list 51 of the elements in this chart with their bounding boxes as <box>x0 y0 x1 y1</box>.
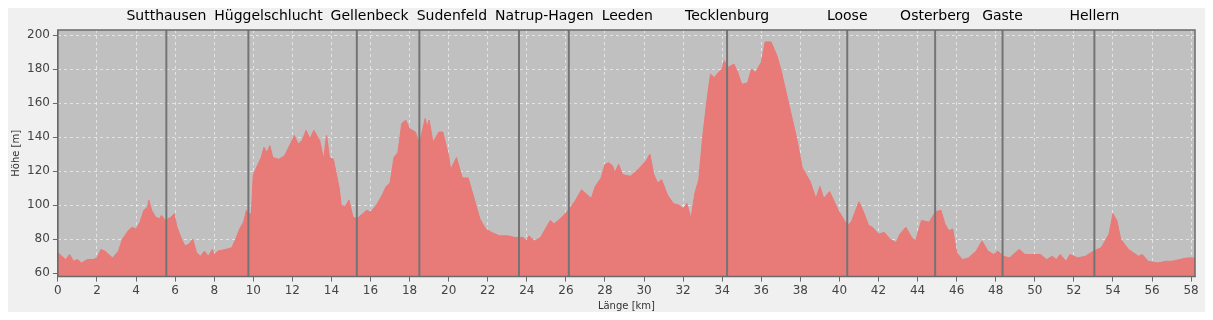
ref-line-label: Osterberg <box>900 6 971 23</box>
x-tick-label: 20 <box>441 282 457 297</box>
x-tick-label: 2 <box>93 282 101 297</box>
x-tick-label: 4 <box>132 282 140 297</box>
x-tick-label: 26 <box>558 282 574 297</box>
y-tick-label: 160 <box>27 95 50 110</box>
x-tick-label: 28 <box>597 282 613 297</box>
ref-line-label: Gellenbeck <box>330 6 410 23</box>
ref-line-label: Gaste <box>982 6 1023 23</box>
y-tick-label: 120 <box>27 163 50 178</box>
x-tick-label: 34 <box>714 282 730 297</box>
x-tick-label: 18 <box>401 282 418 297</box>
x-tick-label: 24 <box>519 282 535 297</box>
y-tick-label: 200 <box>27 27 50 42</box>
x-tick-label: 6 <box>171 282 179 297</box>
x-tick-label: 30 <box>636 282 652 297</box>
y-tick-label: 60 <box>34 265 50 280</box>
y-axis-title: Höhe [m] <box>9 129 21 177</box>
ref-line-label: Hüggelschlucht <box>214 6 324 23</box>
x-tick-label: 46 <box>949 282 965 297</box>
y-tick-label: 80 <box>34 231 50 246</box>
x-tick-label: 42 <box>870 282 887 297</box>
ref-line-label: Hellern <box>1069 6 1120 23</box>
x-tick-label: 16 <box>362 282 379 297</box>
x-tick-label: 44 <box>909 282 926 297</box>
x-tick-label: 22 <box>480 282 496 297</box>
ref-line-label: Leeden <box>601 6 653 23</box>
x-tick-label: 14 <box>323 282 340 297</box>
y-tick-label: 180 <box>27 61 50 76</box>
x-tick-label: 36 <box>753 282 769 297</box>
x-tick-label: 54 <box>1105 282 1121 297</box>
ref-line-label: Sutthausen <box>126 6 207 23</box>
y-tick-label: 140 <box>27 129 50 144</box>
ref-line-label: Tecklenburg <box>684 6 770 23</box>
x-tick-label: 38 <box>792 282 808 297</box>
x-tick-label: 12 <box>284 282 300 297</box>
x-tick-label: 50 <box>1027 282 1043 297</box>
ref-line-label: Natrup-Hagen <box>495 6 594 23</box>
ref-line-label: Loose <box>826 6 868 23</box>
ref-line-label: Sudenfeld <box>416 6 488 23</box>
x-tick-label: 8 <box>210 282 219 297</box>
x-tick-label: 0 <box>54 282 62 297</box>
x-axis-title: Länge [km] <box>597 299 656 311</box>
x-tick-label: 48 <box>988 282 1004 297</box>
x-tick-label: 10 <box>245 282 261 297</box>
x-tick-label: 56 <box>1144 282 1160 297</box>
x-tick-label: 58 <box>1183 282 1199 297</box>
x-tick-label: 40 <box>831 282 848 297</box>
y-tick-label: 100 <box>27 197 50 212</box>
x-tick-label: 32 <box>675 282 691 297</box>
x-tick-label: 52 <box>1066 282 1082 297</box>
